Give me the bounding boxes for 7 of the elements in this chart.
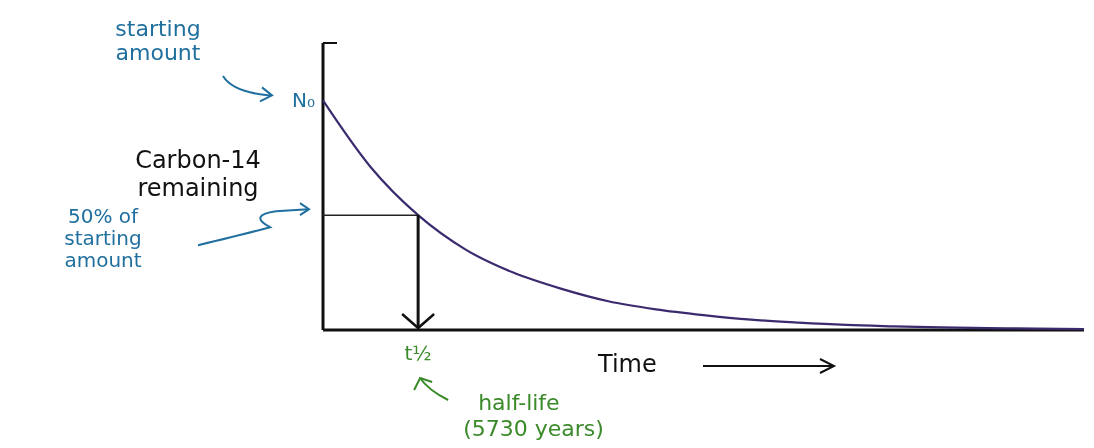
text: half-life (5730 years) — [463, 390, 604, 441]
text: 50% of starting amount — [64, 204, 142, 273]
y-axis-title: Carbon-14 remaining — [135, 146, 261, 202]
text: starting amount — [115, 16, 201, 65]
text: N₀ — [292, 88, 315, 113]
x-axis-title: Time — [597, 350, 657, 378]
text: t½ — [404, 341, 432, 365]
